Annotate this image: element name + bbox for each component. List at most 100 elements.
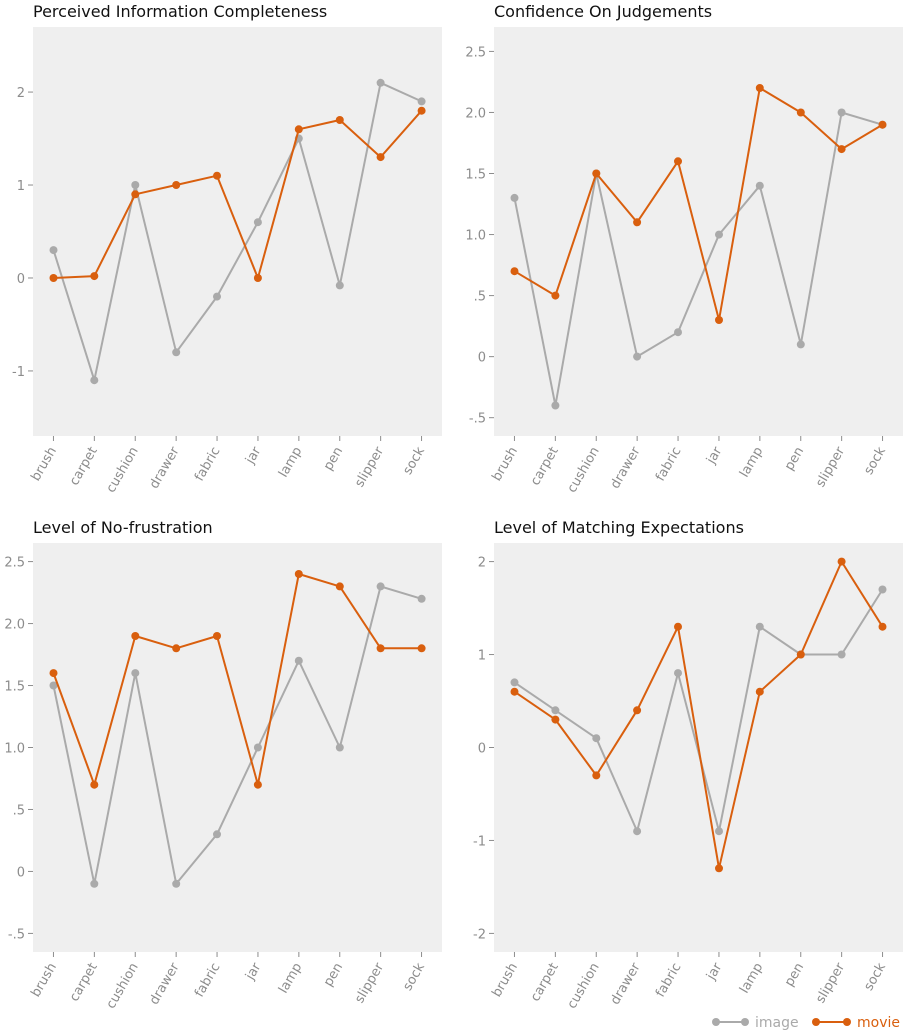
y-tick-label: 0 (478, 351, 486, 366)
data-point-image (131, 181, 140, 189)
x-tick-label: drawer (147, 444, 183, 492)
data-point-movie (796, 650, 805, 659)
data-point-image (49, 246, 58, 255)
data-point-movie (633, 218, 642, 227)
x-tick-label: fabric (192, 961, 223, 1000)
data-point-image (213, 830, 221, 839)
panel-level-of-no-frustration: Level of No-frustration -.5 0 .5 1.0 1.5 2.0 2… (4, 518, 442, 1011)
data-point-image (335, 281, 344, 290)
data-point-movie (510, 687, 519, 696)
panel-title: Perceived Information Completeness (33, 2, 327, 21)
plot-area (494, 27, 903, 436)
data-point-movie (510, 267, 519, 276)
legend-marker (741, 1018, 749, 1026)
data-point-image (213, 292, 221, 301)
data-point-image (90, 879, 99, 888)
series-line-image (52, 81, 423, 382)
data-point-movie (131, 190, 140, 199)
x-tick-label: brush (489, 961, 520, 1000)
x-tick-label: slipper (352, 960, 387, 1006)
panel-perceived-information-completeness: Perceived Information Completeness -1 0 1 2… (12, 2, 442, 495)
panel-confidence-on-judgements: Confidence On Judgements -.5 0 .5 1.0 1.5 2.0… (465, 2, 903, 495)
x-tick-label: sock (861, 444, 889, 477)
data-point-movie (294, 570, 303, 578)
data-point-image (551, 401, 560, 410)
x-tick-label: carpet (67, 961, 101, 1005)
data-point-movie (335, 582, 344, 591)
data-point-movie (294, 125, 303, 134)
y-tick-label: -.5 (8, 927, 25, 942)
data-point-image (837, 108, 846, 117)
series-line-image (52, 585, 422, 885)
data-point-movie (49, 669, 58, 678)
data-point-movie (755, 84, 764, 92)
data-point-image (172, 348, 181, 357)
y-tick-label: 2 (478, 556, 486, 571)
series-line-movie (513, 560, 884, 870)
data-point-movie (551, 715, 560, 724)
x-tick-label: drawer (608, 960, 644, 1008)
data-point-image (633, 352, 642, 361)
x-tick-label: fabric (653, 445, 684, 484)
data-point-movie (253, 274, 262, 282)
x-tick-label: jar (242, 960, 264, 984)
x-tick-label: cushion (104, 445, 142, 496)
plot-area (33, 543, 442, 952)
x-tick-label: pen (782, 445, 807, 474)
y-tick-label: 1 (478, 649, 486, 664)
data-point-image (253, 218, 262, 227)
legend: image movie (712, 1015, 900, 1031)
data-point-movie (49, 274, 58, 282)
legend-label-image: image (755, 1015, 799, 1031)
data-point-movie (674, 622, 682, 631)
data-point-image (755, 181, 764, 190)
data-point-movie (376, 644, 385, 653)
data-point-movie (253, 780, 262, 789)
y-tick-label: 1.5 (465, 168, 486, 183)
y-tick-label: 2.0 (4, 618, 25, 633)
y-tick-label: .5 (474, 290, 486, 305)
panel-title: Level of No-frustration (33, 518, 213, 537)
data-point-movie (837, 145, 846, 154)
data-point-movie (633, 706, 642, 715)
x-tick-label: sock (400, 444, 428, 477)
data-point-movie (376, 153, 385, 162)
x-tick-label: slipper (813, 960, 848, 1006)
data-point-image (131, 669, 140, 678)
data-point-image (294, 656, 303, 665)
data-point-image (633, 827, 642, 836)
data-point-image (90, 376, 99, 385)
data-point-movie (335, 116, 344, 124)
data-point-image (417, 594, 426, 603)
series-line-image (513, 111, 883, 407)
x-tick-label: jar (703, 444, 725, 468)
panel-level-of-matching-expectations: Level of Matching Expectations -2 -1 0 1 2 br… (473, 518, 903, 1011)
x-tick-label: cushion (565, 961, 603, 1012)
data-point-movie (592, 169, 601, 178)
panel-title: Confidence On Judgements (494, 2, 712, 21)
y-tick-label: -.5 (469, 412, 486, 427)
x-tick-label: fabric (653, 961, 684, 1000)
y-tick-label: 2.5 (465, 45, 486, 60)
data-point-movie (674, 157, 682, 166)
x-tick-label: drawer (147, 960, 183, 1008)
data-point-image (376, 582, 385, 591)
y-tick-label: 1.0 (4, 742, 25, 757)
data-point-image (755, 622, 764, 631)
x-tick-label: carpet (528, 445, 562, 489)
x-tick-label: drawer (608, 444, 644, 492)
data-point-image (510, 678, 519, 687)
data-point-movie (837, 557, 846, 566)
y-tick-label: 1 (17, 179, 25, 194)
x-tick-label: cushion (104, 961, 142, 1012)
y-tick-label: 2.0 (465, 106, 486, 121)
x-tick-label: slipper (352, 444, 387, 490)
y-tick-label: 1.0 (465, 229, 486, 244)
data-point-image (674, 669, 682, 678)
legend-marker (843, 1018, 851, 1026)
y-tick-label: 0 (478, 742, 486, 757)
data-point-image (253, 743, 262, 752)
x-tick-label: sock (400, 960, 428, 993)
x-tick-label: lamp (737, 961, 766, 997)
x-tick-label: lamp (276, 961, 305, 997)
